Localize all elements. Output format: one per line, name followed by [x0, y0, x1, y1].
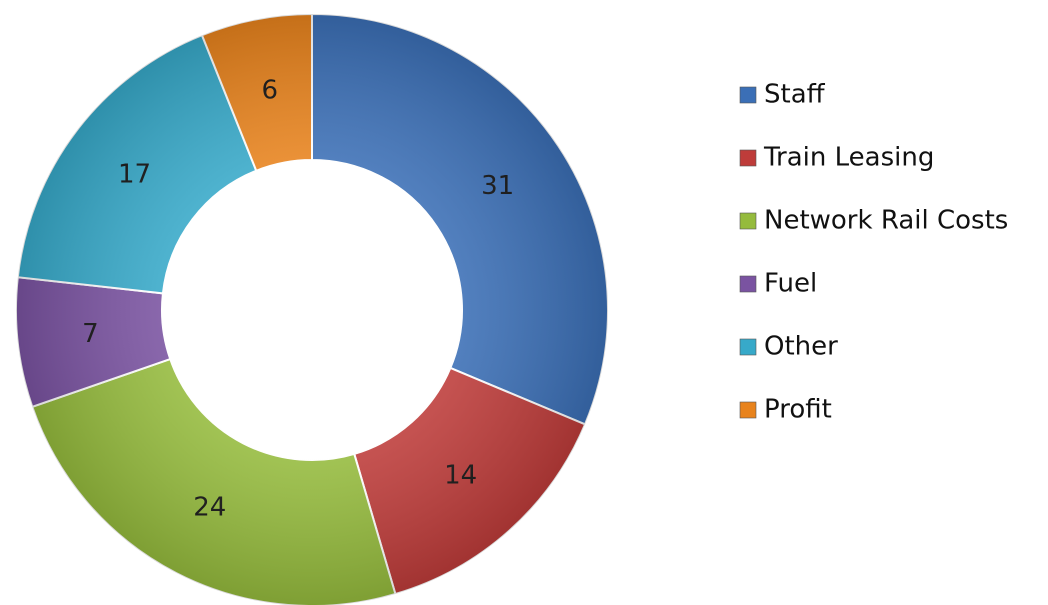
data-label: 31: [481, 171, 514, 201]
data-label: 17: [118, 159, 151, 189]
legend-label: Fuel: [764, 269, 817, 299]
legend-swatch: [739, 212, 757, 230]
legend-swatch: [739, 86, 757, 104]
legend-label: Other: [764, 332, 838, 362]
data-label: 14: [444, 461, 477, 491]
legend-label: Train Leasing: [763, 143, 934, 173]
donut-hole: [163, 161, 461, 459]
data-label: 7: [82, 319, 99, 349]
legend-swatch: [739, 275, 757, 293]
legend-swatch: [739, 401, 757, 419]
legend-label: Profit: [764, 395, 832, 425]
legend-swatch: [739, 338, 757, 356]
legend-label: Staff: [764, 80, 826, 110]
legend-swatch: [739, 149, 757, 167]
data-label: 6: [262, 76, 279, 106]
data-label: 24: [193, 493, 226, 523]
legend-label: Network Rail Costs: [764, 206, 1008, 236]
